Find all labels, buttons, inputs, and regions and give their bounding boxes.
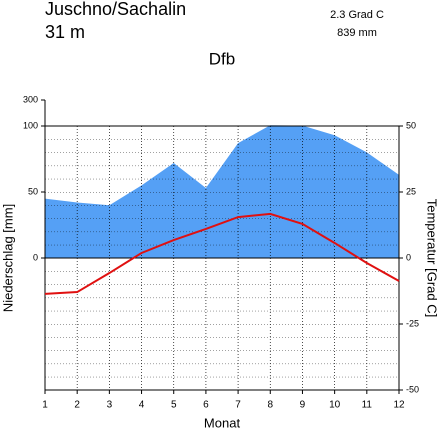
- x-tick-label: 5: [171, 400, 177, 411]
- y-tick-label: 300: [23, 94, 38, 104]
- x-tick-label: 10: [329, 400, 341, 411]
- x-tick-label: 1: [42, 400, 48, 411]
- y-tick-label: 100: [23, 120, 38, 130]
- annotation: 839 mm: [337, 27, 377, 39]
- y2-tick-label: -25: [406, 318, 419, 328]
- x-tick-label: 4: [139, 400, 145, 411]
- y2-tick-label: -50: [406, 384, 419, 394]
- chart-subtitle: 31 m: [45, 22, 85, 42]
- y-tick-label: 0: [33, 252, 38, 262]
- chart-title: Juschno/Sachalin: [45, 0, 186, 19]
- x-tick-label: 7: [235, 400, 241, 411]
- x-tick-label: 3: [107, 400, 113, 411]
- x-tick-label: 2: [74, 400, 80, 411]
- y2-tick-label: 25: [406, 186, 416, 196]
- x-tick-label: 6: [203, 400, 209, 411]
- annotation: 2.3 Grad C: [330, 9, 384, 21]
- y-axis-label: Niederschlag [mm]: [0, 204, 15, 312]
- x-tick-label: 11: [362, 400, 373, 411]
- x-tick-label: 9: [300, 400, 306, 411]
- x-tick-label: 12: [393, 400, 405, 411]
- temperature-line: [44, 212, 400, 295]
- y2-tick-label: 0: [406, 252, 411, 262]
- y2-tick-label: 50: [406, 120, 416, 130]
- y2-axis-label: Temperatur [Grad C]: [425, 199, 439, 318]
- x-axis-label: Monat: [204, 415, 241, 430]
- climate-class: Dfb: [209, 49, 235, 68]
- y-tick-label: 50: [28, 186, 38, 196]
- x-tick-label: 8: [267, 400, 273, 411]
